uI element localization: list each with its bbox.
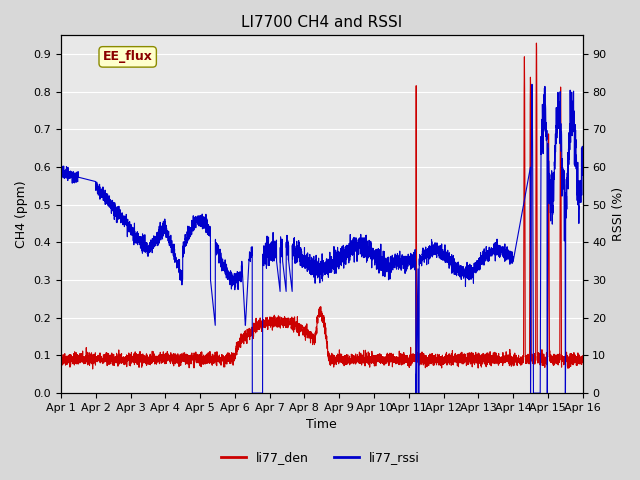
li77_den [438, 355, 446, 361]
li77_den [151, 357, 159, 363]
li77_den [468, 355, 476, 361]
li77_den [579, 358, 586, 363]
li77_den [302, 326, 310, 332]
Y-axis label: CH4 (ppm): CH4 (ppm) [15, 180, 28, 248]
li77_rssi [468, 272, 476, 277]
li77_rssi [579, 159, 586, 165]
li77_den [579, 353, 586, 359]
X-axis label: Time: Time [307, 419, 337, 432]
li77_rssi [57, 168, 65, 174]
li77_rssi [302, 260, 310, 266]
li77_rssi [579, 159, 586, 165]
Line: li77_den: li77_den [61, 43, 582, 369]
li77_den [57, 355, 65, 360]
Text: EE_flux: EE_flux [103, 50, 152, 63]
li77_den [532, 40, 540, 46]
Line: li77_rssi: li77_rssi [61, 84, 582, 393]
li77_rssi [410, 260, 417, 265]
Y-axis label: RSSI (%): RSSI (%) [612, 187, 625, 241]
li77_rssi [528, 82, 536, 87]
Legend: li77_den, li77_rssi: li77_den, li77_rssi [216, 446, 424, 469]
li77_rssi [248, 390, 256, 396]
li77_rssi [151, 235, 159, 241]
li77_rssi [438, 251, 446, 256]
li77_den [89, 366, 97, 372]
li77_den [410, 359, 417, 364]
Title: LI7700 CH4 and RSSI: LI7700 CH4 and RSSI [241, 15, 403, 30]
